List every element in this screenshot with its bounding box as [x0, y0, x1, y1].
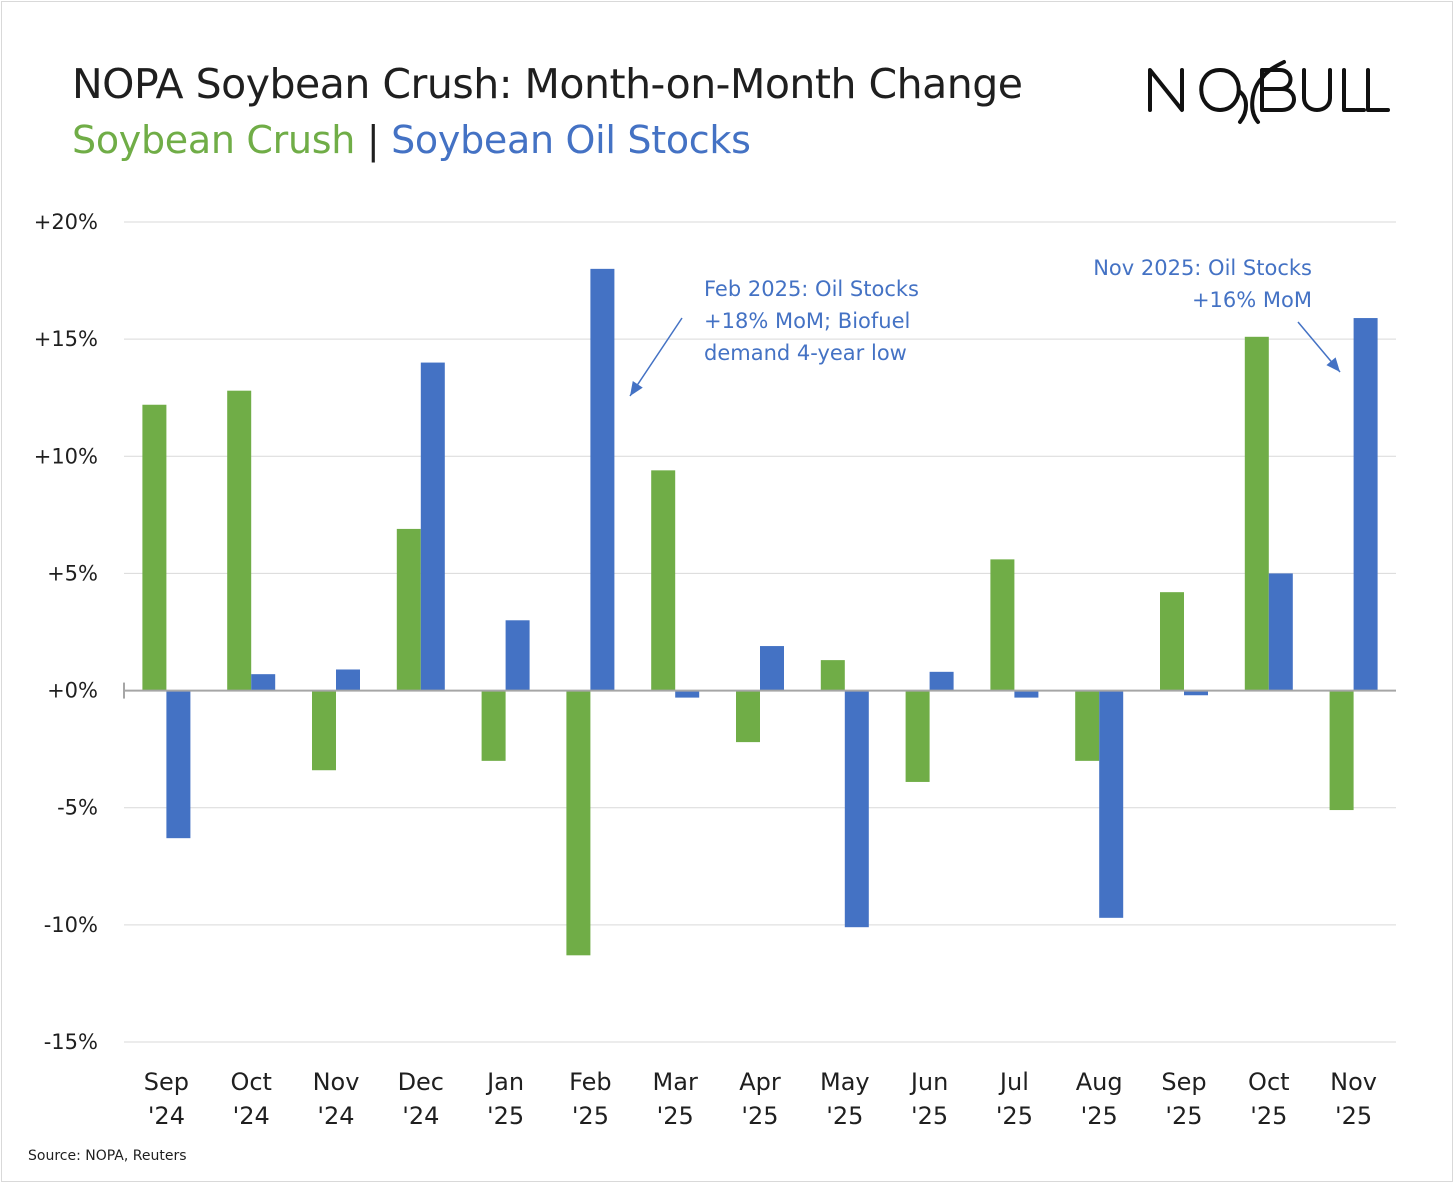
x-axis-ticks: Sep '24 Oct '24 Nov '24 Dec '24 Jan '25 Feb '25 Mar '… — [144, 1068, 1377, 1130]
y-tick-label: -5% — [57, 796, 98, 820]
x-tick-label: Jul '25 — [996, 1068, 1033, 1130]
crush-bar — [1160, 592, 1184, 691]
x-tick-label: Oct '25 — [1248, 1068, 1290, 1130]
annotation-nov-2025: Nov 2025: Oil Stocks +16% MoM — [1093, 256, 1312, 312]
crush-bar — [1075, 690, 1100, 761]
x-tick-label: Jun '25 — [909, 1068, 949, 1130]
legend-crush: Soybean Crush — [72, 118, 356, 162]
legend-separator: | — [366, 118, 380, 162]
bars — [142, 268, 1378, 956]
grid-lines — [124, 221, 1396, 1043]
oil-stocks-bar — [760, 646, 784, 691]
x-tick-label: Feb '25 — [569, 1068, 612, 1130]
legend-subtitle: Soybean Crush | Soybean Oil Stocks — [72, 118, 751, 162]
oil-stocks-bar — [336, 669, 360, 691]
x-tick-label: Aug '25 — [1076, 1068, 1123, 1130]
no-bull-logo — [1148, 60, 1390, 124]
x-tick-label: Sep '24 — [144, 1068, 189, 1130]
crush-bar — [820, 660, 845, 691]
x-tick-label: Mar '25 — [653, 1068, 698, 1130]
annotation-arrow-feb — [629, 317, 683, 397]
oil-stocks-bar — [505, 620, 530, 691]
crush-bar — [990, 559, 1015, 691]
x-tick-label: Oct '24 — [230, 1068, 272, 1130]
oil-stocks-bar — [1353, 318, 1378, 691]
x-tick-label: Jan '25 — [485, 1068, 524, 1130]
y-tick-label: +15% — [34, 327, 98, 351]
x-tick-label: Dec '24 — [398, 1068, 444, 1130]
crush-bar — [142, 404, 167, 691]
crush-bar — [736, 690, 760, 743]
y-tick-label: +10% — [34, 444, 98, 468]
crush-bar — [1329, 690, 1354, 811]
x-tick-label: Nov '24 — [313, 1068, 360, 1130]
x-tick-label: May '25 — [820, 1068, 870, 1130]
y-tick-label: +5% — [47, 561, 98, 585]
x-tick-label: Nov '25 — [1330, 1068, 1377, 1130]
crush-bar — [481, 690, 506, 761]
zero-axis — [123, 682, 1396, 699]
y-tick-label: +20% — [34, 210, 98, 234]
crush-bar — [905, 690, 930, 782]
y-axis-ticks: +20% +15% +10% +5% +0% -5% -10% -15% — [34, 210, 98, 1054]
crush-bar — [651, 470, 676, 691]
oil-stocks-bar — [1014, 690, 1039, 698]
y-tick-label: -15% — [44, 1030, 98, 1054]
crush-bar — [312, 690, 336, 771]
crush-bar — [227, 390, 252, 691]
oil-stocks-bar — [251, 674, 276, 691]
legend-oil-stocks: Soybean Oil Stocks — [391, 118, 751, 162]
y-tick-label: -10% — [44, 913, 98, 937]
source-note: Source: NOPA, Reuters — [28, 1148, 187, 1164]
x-tick-label: Sep '25 — [1161, 1068, 1206, 1130]
annotation-feb-2025: Feb 2025: Oil Stocks +18% MoM; Biofuel dem… — [704, 277, 919, 365]
chart-title: NOPA Soybean Crush: Month-on-Month Chang… — [72, 60, 1023, 108]
oil-stocks-bar — [929, 671, 954, 691]
oil-stocks-bar — [1184, 690, 1208, 696]
oil-stocks-bar — [166, 690, 191, 839]
oil-stocks-bar — [1268, 573, 1293, 691]
oil-stocks-bar — [1099, 690, 1124, 918]
oil-stocks-bar — [420, 362, 445, 691]
oil-stocks-bar — [590, 268, 615, 691]
crush-bar — [396, 528, 421, 691]
crush-bar — [566, 690, 591, 956]
y-tick-label: +0% — [47, 679, 98, 703]
oil-stocks-bar — [675, 690, 700, 698]
annotations: Feb 2025: Oil Stocks +18% MoM; Biofuel dem… — [629, 256, 1341, 397]
annotation-arrow-nov — [1297, 321, 1341, 373]
crush-bar — [1244, 336, 1269, 691]
oil-stocks-bar — [844, 690, 869, 928]
x-tick-label: Apr '25 — [739, 1068, 781, 1130]
